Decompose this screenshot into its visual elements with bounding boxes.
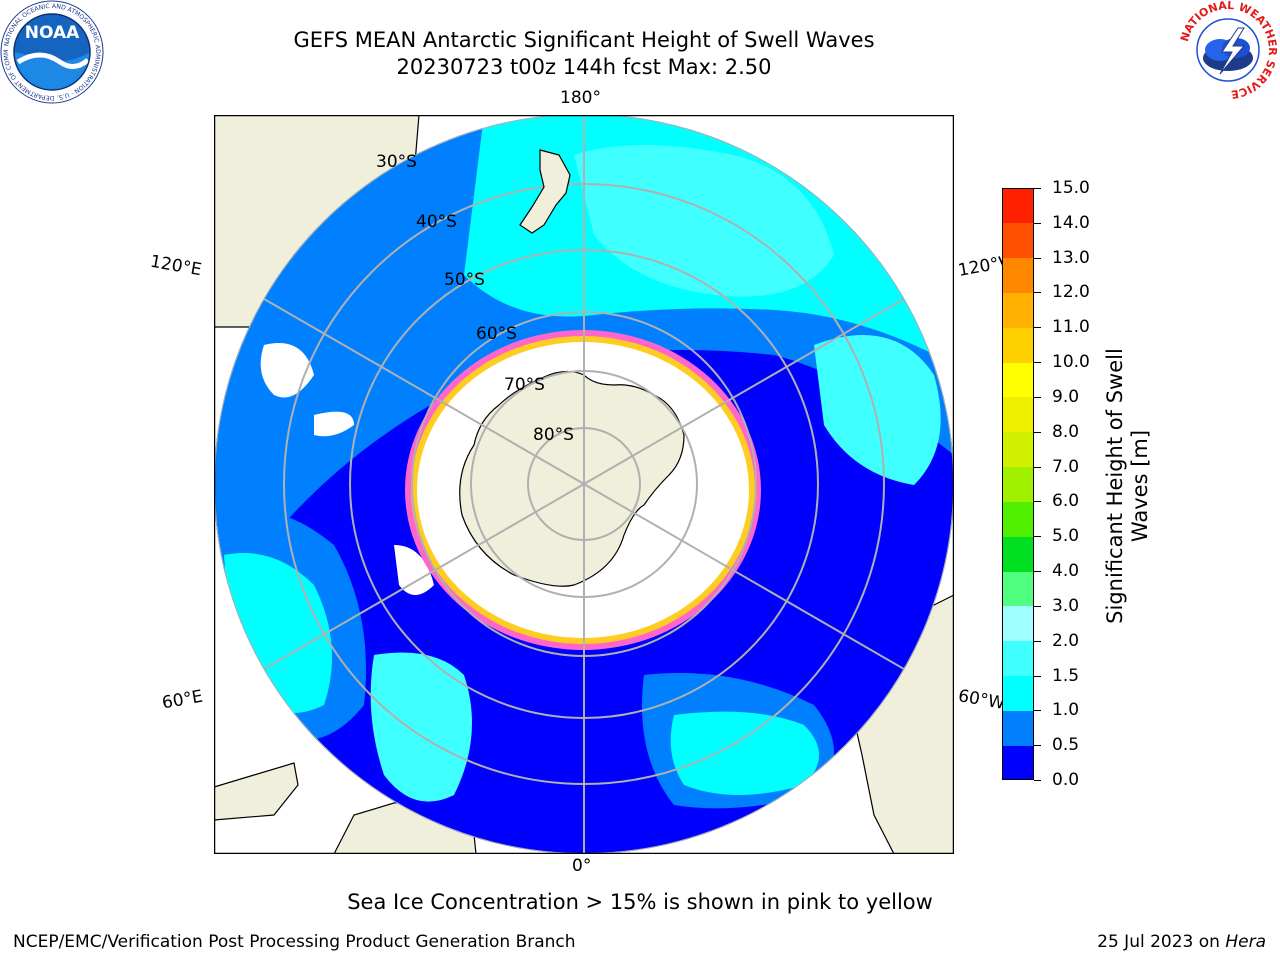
colorbar-tick-label: 6.0 [1052, 491, 1080, 512]
new-zealand-land [519, 149, 571, 234]
colorbar-tick [1034, 188, 1041, 189]
colorbar [1002, 188, 1034, 781]
lat-label-70s: 70°S [504, 375, 545, 395]
colorbar-segment [1002, 257, 1034, 293]
swell-patch-east-pacific [814, 335, 941, 485]
colorbar-tick [1034, 745, 1041, 747]
colorbar-tick [1034, 292, 1041, 294]
colorbar-tick-label: 7.0 [1052, 456, 1080, 477]
colorbar-segment [1002, 675, 1034, 711]
colorbar-tick-label: 11.0 [1052, 317, 1090, 338]
colorbar-segment [1002, 640, 1034, 677]
colorbar-tick [1034, 605, 1041, 607]
colorbar-segment [1002, 188, 1034, 224]
swell-patch-south-atlantic [670, 711, 819, 795]
noaa-logo-text: NOAA [25, 23, 80, 43]
colorbar-tick [1034, 675, 1041, 677]
nws-logo: NATIONAL WEATHER SERVICE [1178, 0, 1278, 100]
colorbar-segment [1002, 327, 1034, 363]
colorbar-tick-label: 12.0 [1052, 282, 1090, 303]
lon-label-120e: 120°E [148, 251, 204, 281]
colorbar-tick [1034, 640, 1041, 642]
antarctic-map [214, 115, 954, 854]
map-title: GEFS MEAN Antarctic Significant Height o… [293, 28, 875, 52]
colorbar-tick-label: 2.0 [1052, 630, 1080, 651]
ice-floes-west [260, 343, 434, 595]
colorbar-segment [1002, 536, 1034, 572]
lon-label-0: 0° [572, 856, 592, 876]
footer-credit: NCEP/EMC/Verification Post Processing Pr… [13, 932, 576, 952]
colorbar-tick-label: 0.5 [1052, 735, 1080, 756]
map-subtitle: 20230723 t00z 144h fcst Max: 2.50 [396, 55, 772, 79]
meridian-120e-60w [214, 269, 954, 699]
colorbar-tick-label: 1.0 [1052, 700, 1080, 721]
colorbar-segment [1002, 466, 1034, 502]
colorbar-segment [1002, 431, 1034, 468]
lon-label-180: 180° [560, 88, 601, 108]
colorbar-tick-label: 0.0 [1052, 770, 1080, 790]
colorbar-tick-label: 1.5 [1052, 665, 1080, 686]
colorbar-segment [1002, 292, 1034, 328]
colorbar-tick [1034, 571, 1041, 573]
colorbar-segment [1002, 362, 1034, 398]
colorbar-tick [1034, 780, 1041, 781]
colorbar-segment [1002, 710, 1034, 746]
colorbar-tick [1034, 501, 1041, 503]
noaa-logo: NATIONAL OCEANIC AND ATMOSPHERIC ADMINIS… [0, 0, 104, 104]
colorbar-tick-label: 4.0 [1052, 561, 1080, 582]
lat-label-60s: 60°S [476, 324, 517, 344]
lat-label-50s: 50°S [444, 270, 485, 290]
lat-label-80s: 80°S [533, 425, 574, 445]
colorbar-segment [1002, 222, 1034, 259]
antarctica-land [459, 370, 685, 587]
lat-label-40s: 40°S [416, 212, 457, 232]
lon-label-60w: 60°W [956, 686, 1007, 714]
colorbar-tick-label: 15.0 [1052, 178, 1090, 198]
map-border [214, 115, 954, 854]
footer-date: 25 Jul 2023 on Hera [1097, 932, 1266, 952]
colorbar-segment [1002, 605, 1034, 642]
colorbar-label: Significant Height of Swell Waves [m] [1103, 348, 1152, 624]
colorbar-segment [1002, 745, 1034, 781]
colorbar-border [1002, 188, 1034, 780]
colorbar-tick [1034, 327, 1041, 329]
colorbar-tick [1034, 466, 1041, 468]
colorbar-tick [1034, 396, 1041, 398]
colorbar-tick-label: 14.0 [1052, 212, 1090, 233]
swell-patch-south-indian [370, 652, 472, 802]
swell-patch-1.5-2m [574, 145, 834, 297]
lon-label-60e: 60°E [160, 686, 205, 714]
colorbar-tick-label: 9.0 [1052, 386, 1080, 407]
colorbar-segment [1002, 396, 1034, 433]
colorbar-tick-label: 5.0 [1052, 526, 1080, 547]
colorbar-tick-label: 3.0 [1052, 595, 1080, 616]
sea-ice-caption: Sea Ice Concentration > 15% is shown in … [347, 890, 933, 914]
colorbar-tick-label: 10.0 [1052, 352, 1090, 373]
colorbar-tick-label: 13.0 [1052, 247, 1090, 268]
lat-label-30s: 30°S [376, 152, 417, 172]
colorbar-tick [1034, 431, 1041, 433]
madagascar-land [214, 762, 299, 821]
footer-date-text: 25 Jul 2023 on [1097, 932, 1226, 952]
colorbar-tick [1034, 257, 1041, 259]
colorbar-tick [1034, 710, 1041, 712]
colorbar-segment [1002, 501, 1034, 537]
colorbar-segment [1002, 571, 1034, 607]
colorbar-tick [1034, 536, 1041, 538]
colorbar-tick [1034, 362, 1041, 364]
colorbar-tick [1034, 222, 1041, 224]
colorbar-tick-label: 8.0 [1052, 421, 1080, 442]
footer-host: Hera [1225, 932, 1266, 952]
